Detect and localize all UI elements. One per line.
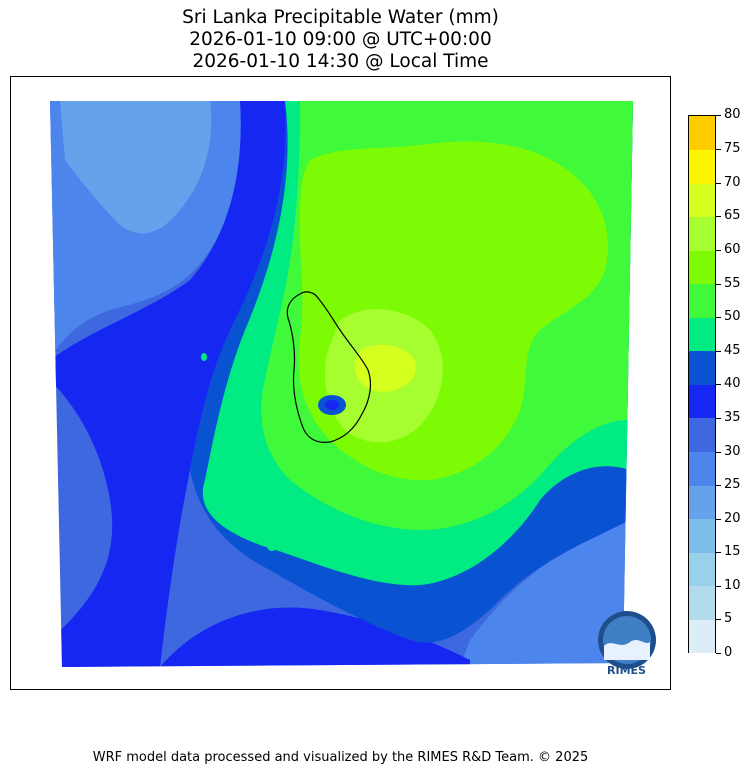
- colorbar-tick: [716, 384, 721, 385]
- colorbar-label: 15: [724, 544, 741, 559]
- field-35-40-pocket: [325, 400, 339, 410]
- title-line-2: 2026-01-10 09:00 @ UTC+00:00: [189, 29, 492, 50]
- colorbar-label: 10: [724, 578, 741, 593]
- colorbar-label: 70: [724, 175, 741, 190]
- colorbar-label: 5: [724, 611, 733, 626]
- field-45-50-spot: [266, 535, 278, 551]
- colorbar-tick: [716, 351, 721, 352]
- colorbar: [688, 115, 716, 653]
- title-line-1: Sri Lanka Precipitable Water (mm): [182, 7, 499, 28]
- colorbar-label: 0: [724, 645, 733, 660]
- colorbar-segment: [689, 452, 715, 486]
- colorbar-label: 35: [724, 410, 741, 425]
- colorbar-tick: [716, 317, 721, 318]
- colorbar-segment: [689, 384, 715, 418]
- colorbar-segment: [689, 619, 715, 653]
- field-45-50-spot: [201, 353, 207, 361]
- colorbar-tick: [716, 284, 721, 285]
- colorbar-tick: [716, 250, 721, 251]
- map-title: Sri Lanka Precipitable Water (mm) 2026-0…: [0, 7, 681, 73]
- rimes-logo: [598, 611, 656, 669]
- colorbar-label: 55: [724, 276, 741, 291]
- field-25-30-south: [460, 520, 630, 667]
- title-line-3: 2026-01-10 14:30 @ Local Time: [192, 51, 489, 72]
- colorbar-tick: [716, 216, 721, 217]
- colorbar-label: 40: [724, 376, 741, 391]
- colorbar-segment: [689, 519, 715, 553]
- colorbar-label: 50: [724, 309, 741, 324]
- colorbar-segment: [689, 586, 715, 620]
- colorbar-segment: [689, 317, 715, 351]
- colorbar-segment: [689, 250, 715, 284]
- colorbar-tick: [716, 418, 721, 419]
- colorbar-segment: [689, 217, 715, 251]
- colorbar-segment: [689, 552, 715, 586]
- colorbar-tick: [716, 519, 721, 520]
- contour-fields: [50, 101, 633, 667]
- footer-credit: WRF model data processed and visualized …: [92, 750, 589, 765]
- colorbar-tick: [716, 149, 721, 150]
- colorbar-segment: [689, 116, 715, 150]
- rimes-logo-text: RIMES: [607, 664, 646, 677]
- colorbar-label: 60: [724, 242, 741, 257]
- colorbar-label: 80: [724, 107, 741, 122]
- colorbar-segment: [689, 351, 715, 385]
- colorbar-tick: [716, 485, 721, 486]
- field-35-40-south: [160, 607, 470, 667]
- colorbar-label: 75: [724, 141, 741, 156]
- colorbar-segment: [689, 485, 715, 519]
- sri-lanka-coastline: [286, 291, 372, 443]
- colorbar-label: 65: [724, 208, 741, 223]
- field-35-40: [50, 101, 286, 667]
- colorbar-tick: [716, 183, 721, 184]
- colorbar-tick: [716, 586, 721, 587]
- colorbar-tick: [716, 115, 721, 116]
- colorbar-segment: [689, 183, 715, 217]
- colorbar-tick: [716, 452, 721, 453]
- colorbar-segment: [689, 150, 715, 184]
- colorbar-segment: [689, 418, 715, 452]
- field-20-25-northwest: [60, 101, 212, 234]
- colorbar-tick: [716, 653, 721, 654]
- colorbar-tick: [716, 552, 721, 553]
- colorbar-label: 20: [724, 511, 741, 526]
- colorbar-label: 45: [724, 343, 741, 358]
- colorbar-label: 25: [724, 477, 741, 492]
- colorbar-label: 30: [724, 444, 741, 459]
- colorbar-tick: [716, 619, 721, 620]
- colorbar-segment: [689, 284, 715, 318]
